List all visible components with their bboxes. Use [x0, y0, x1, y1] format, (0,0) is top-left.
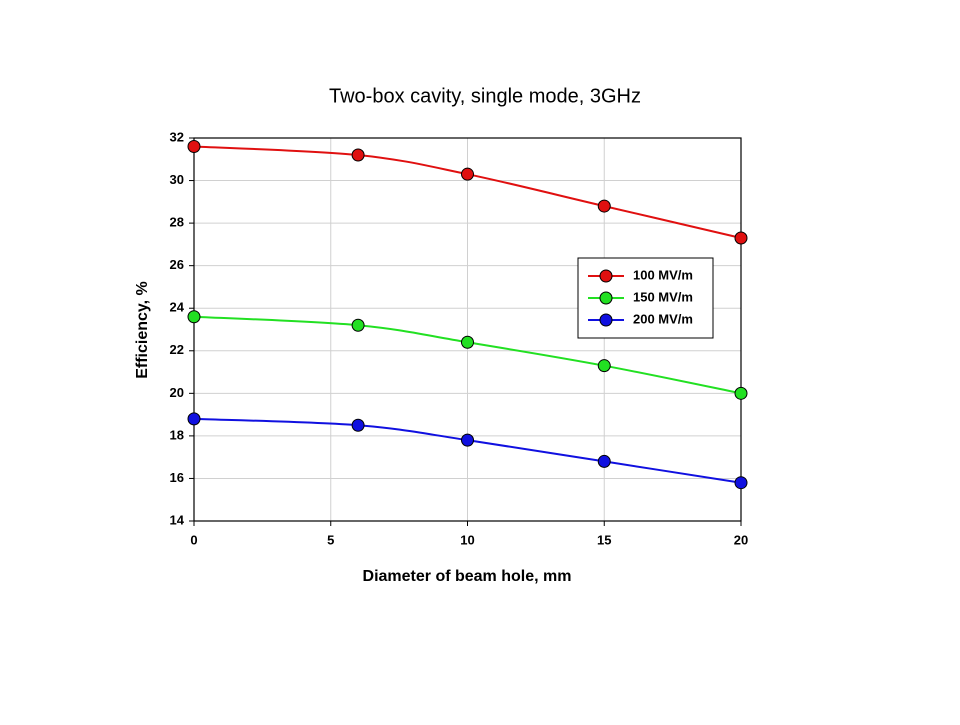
y-axis-label: Efficiency, % — [134, 281, 151, 379]
x-tick-label: 10 — [460, 532, 474, 547]
legend-label: 200 MV/m — [633, 311, 693, 326]
y-tick-label: 32 — [170, 129, 184, 144]
data-point — [734, 231, 748, 245]
data-point — [461, 335, 474, 349]
x-tick-label: 15 — [597, 532, 611, 547]
data-point — [187, 310, 201, 324]
y-tick-label: 28 — [170, 215, 184, 230]
legend-label: 100 MV/m — [633, 267, 693, 282]
data-point — [597, 454, 611, 468]
data-point — [461, 433, 474, 447]
legend-marker — [599, 269, 613, 283]
x-tick-label: 5 — [327, 532, 334, 547]
data-point — [734, 386, 748, 400]
legend-marker — [599, 291, 613, 305]
data-point — [351, 418, 365, 432]
data-point — [187, 412, 201, 426]
data-point — [597, 199, 611, 213]
y-tick-label: 16 — [170, 470, 184, 485]
legend-label: 150 MV/m — [633, 289, 693, 304]
data-point — [351, 318, 365, 332]
legend-marker — [599, 313, 613, 327]
data-point — [187, 140, 201, 154]
plot-frame — [193, 137, 742, 522]
y-tick-label: 18 — [170, 427, 184, 442]
y-tick-label: 14 — [170, 512, 185, 527]
data-point — [734, 476, 748, 490]
y-tick-label: 26 — [170, 257, 184, 272]
y-tick-label: 24 — [170, 300, 185, 315]
x-tick-label: 20 — [734, 532, 748, 547]
data-point — [351, 148, 365, 162]
x-tick-label: 0 — [190, 532, 197, 547]
y-tick-label: 30 — [170, 172, 184, 187]
y-tick-label: 22 — [170, 342, 184, 357]
data-point — [597, 359, 611, 373]
x-axis-label: Diameter of beam hole, mm — [363, 568, 572, 585]
y-tick-label: 20 — [170, 385, 184, 400]
chart-title: Two-box cavity, single mode, 3GHz — [329, 85, 641, 107]
data-point — [461, 167, 474, 181]
